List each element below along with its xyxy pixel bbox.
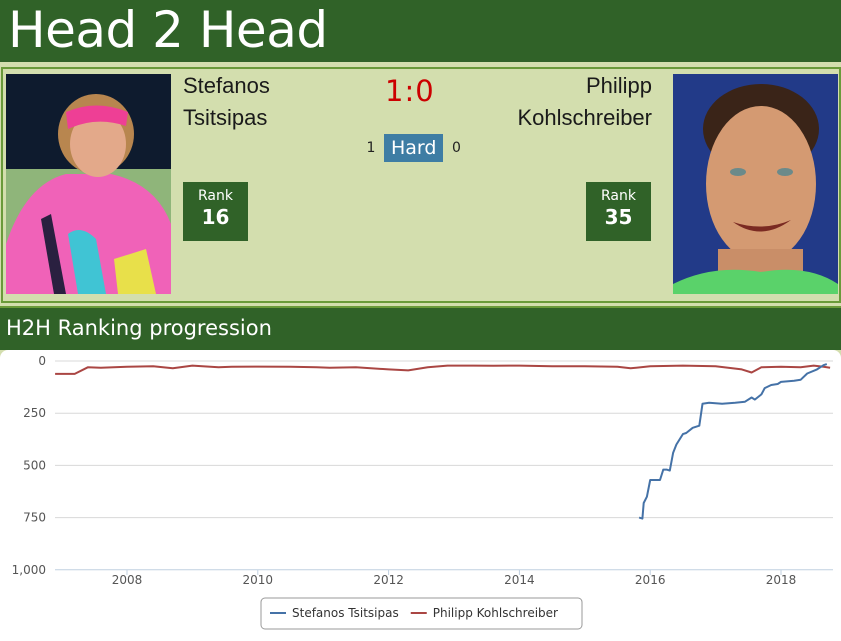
x-tick-label: 2010 bbox=[243, 573, 274, 587]
player2-last-name: Kohlschreiber bbox=[517, 105, 652, 130]
y-tick-label: 500 bbox=[23, 458, 46, 472]
x-tick-label: 2012 bbox=[373, 573, 404, 587]
x-axis: 2008 2010 2012 2014 2016 2018 bbox=[112, 570, 797, 587]
y-tick-label: 250 bbox=[23, 406, 46, 420]
player2-first-name: Philipp bbox=[585, 73, 652, 98]
player-photo-icon bbox=[6, 74, 171, 294]
y-tick-label: 0 bbox=[38, 354, 46, 368]
section-header: H2H Ranking progression bbox=[0, 306, 841, 350]
section-title: H2H Ranking progression bbox=[6, 316, 272, 340]
header-bar: Head 2 Head bbox=[0, 0, 841, 62]
y-tick-label: 1,000 bbox=[12, 563, 46, 577]
rank-value: 35 bbox=[604, 205, 633, 229]
ranking-line-chart[interactable]: 0 250 500 750 1,000 2008 2010 2012 2014 2016 2018… bbox=[0, 350, 841, 636]
player1-first-name: Stefanos bbox=[183, 73, 270, 98]
series-line[interactable] bbox=[55, 364, 831, 375]
rank-value: 16 bbox=[201, 205, 230, 229]
h2h-score: 1:0 bbox=[385, 74, 435, 108]
surface-badge[interactable]: Hard bbox=[384, 134, 444, 162]
player1-name[interactable]: Stefanos Tsitsipas bbox=[183, 70, 270, 134]
rank-label: Rank bbox=[601, 188, 636, 204]
player2-name[interactable]: Philipp Kohlschreiber bbox=[517, 70, 652, 134]
chart-series bbox=[55, 363, 831, 520]
player2-photo[interactable] bbox=[673, 74, 838, 294]
player2-surface-wins: 0 bbox=[452, 140, 461, 156]
player2-rank-badge: Rank 35 bbox=[586, 182, 651, 241]
surface-row: 1 Hard 0 bbox=[360, 134, 467, 162]
legend-item[interactable]: Stefanos Tsitsipas bbox=[292, 606, 399, 620]
page-title: Head 2 Head bbox=[8, 1, 328, 59]
x-tick-label: 2018 bbox=[766, 573, 797, 587]
series-line[interactable] bbox=[638, 363, 828, 520]
x-tick-label: 2016 bbox=[635, 573, 666, 587]
chart-grid bbox=[55, 360, 833, 571]
rank-label: Rank bbox=[198, 188, 233, 204]
chart-legend: Stefanos Tsitsipas Philipp Kohlschreiber bbox=[260, 597, 583, 630]
player1-photo[interactable] bbox=[6, 74, 171, 294]
y-axis: 0 250 500 750 1,000 bbox=[12, 354, 46, 577]
player1-surface-wins: 1 bbox=[366, 140, 376, 156]
player1-rank-badge: Rank 16 bbox=[183, 182, 248, 241]
x-tick-label: 2008 bbox=[112, 573, 143, 587]
player-photo-icon bbox=[673, 74, 838, 294]
legend-item[interactable]: Philipp Kohlschreiber bbox=[433, 606, 558, 620]
chart-container: 0 250 500 750 1,000 2008 2010 2012 2014 2016 2018… bbox=[0, 350, 841, 636]
y-tick-label: 750 bbox=[23, 511, 46, 525]
chart-area: 0 250 500 750 1,000 2008 2010 2012 2014 2016 2018… bbox=[0, 350, 841, 636]
player1-last-name: Tsitsipas bbox=[183, 105, 268, 130]
x-tick-label: 2014 bbox=[504, 573, 535, 587]
